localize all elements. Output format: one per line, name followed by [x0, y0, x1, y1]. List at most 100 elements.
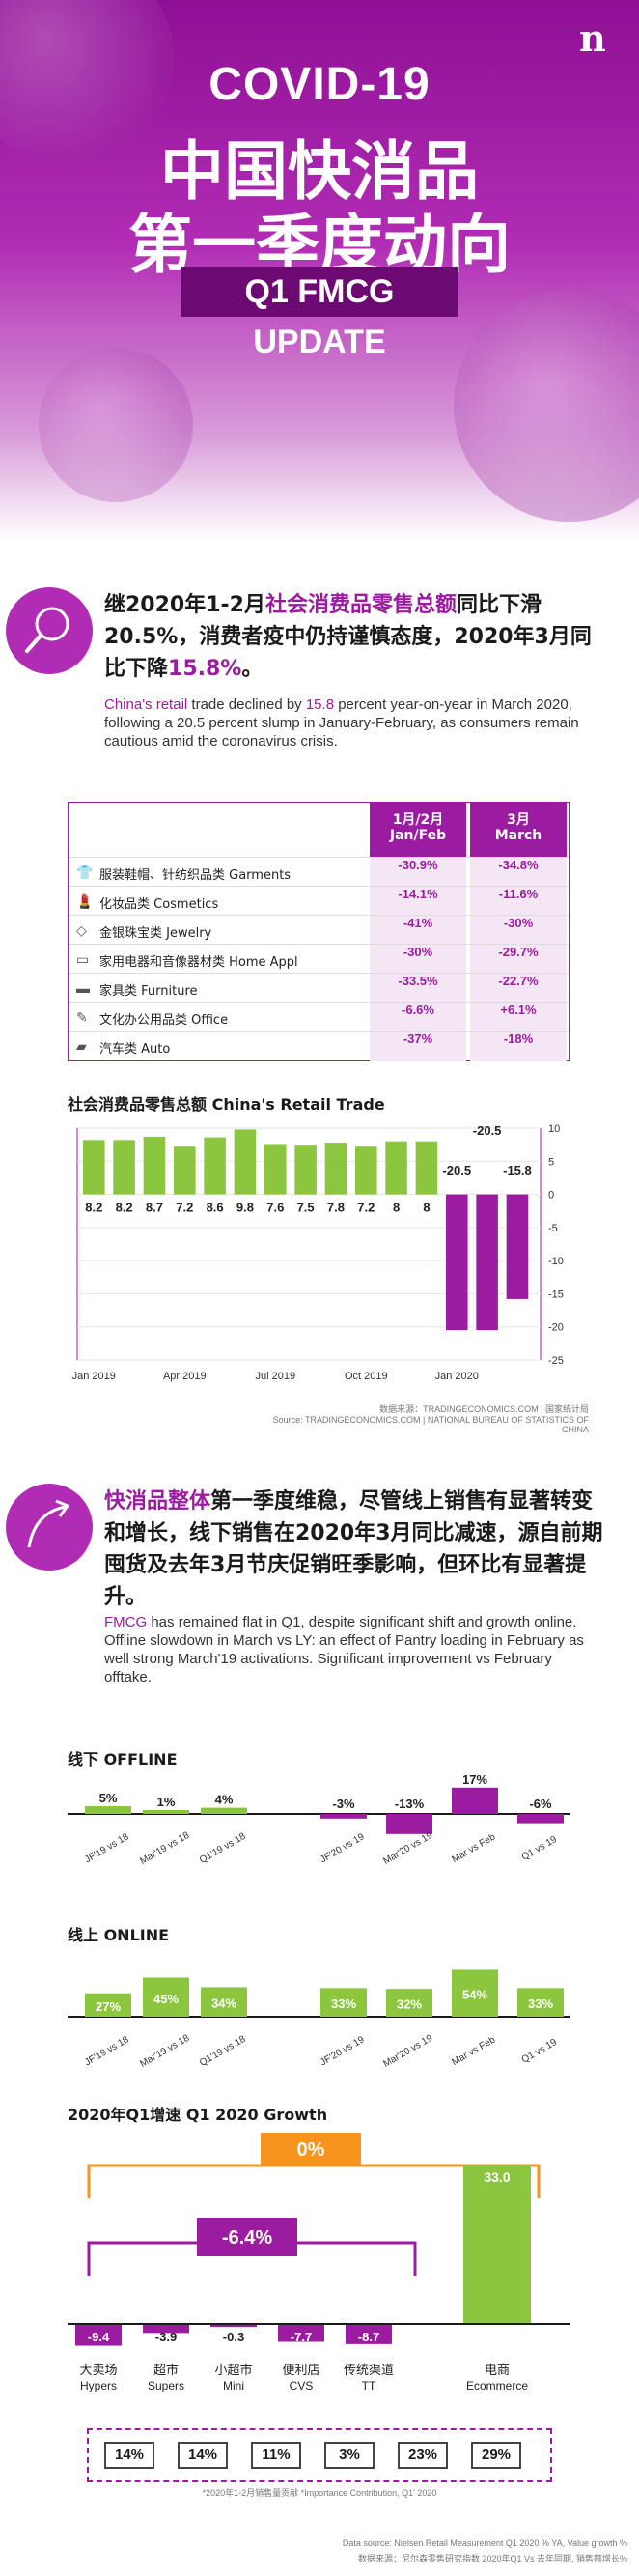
channel-data-label: 54% — [462, 1988, 487, 2002]
channel-data-label: 27% — [96, 1999, 121, 2014]
growth-category-cn: 小超市 — [214, 2363, 252, 2377]
retail-bar — [234, 1129, 257, 1195]
growth-data-label: -9.4 — [88, 2330, 110, 2344]
growth-category-cn: 传统渠道 — [344, 2363, 394, 2377]
retail-bar — [385, 1141, 407, 1195]
retail-data-label: 8.2 — [116, 1201, 133, 1215]
growth-bar — [75, 2324, 122, 2346]
channel-category-label: Mar'19 vs 18 — [138, 1830, 191, 1867]
channel-bar — [517, 1988, 564, 2017]
retail-bar — [143, 1136, 166, 1195]
shirt-icon: 👕 — [76, 864, 94, 880]
pencil-icon: ✎ — [76, 1009, 88, 1025]
retail-bar — [446, 1194, 468, 1331]
fmcg-headline: 快消品整体第一季度维稳，尽管线上销售有显著转变和增长，线下销售在2020年3月同… — [104, 1489, 603, 1609]
channel-data-label: 17% — [462, 1775, 487, 1787]
total-bracket — [87, 2164, 541, 2198]
table-row: 💄 化妆品类 Cosmetics -14.1% -11.6% — [69, 886, 569, 916]
growth-title: 2020年Q1增速 Q1 2020 Growth — [68, 2106, 328, 2124]
channel-bar — [386, 1814, 432, 1834]
row-march-value: -11.6% — [470, 887, 567, 916]
hero-title-en: COVID-19 — [208, 59, 431, 110]
channel-data-label: 32% — [397, 1997, 422, 2012]
retail-bar — [83, 1140, 105, 1195]
growth-category-en: Ecommerce — [466, 2379, 528, 2392]
retail-data-label: -20.5 — [442, 1163, 471, 1177]
channel-data-label: -13% — [395, 1797, 425, 1811]
channel-data-label: 5% — [99, 1791, 118, 1805]
y-tick-label: -25 — [548, 1355, 564, 1367]
channel-data-label: 33% — [331, 1996, 356, 2011]
col-march: 3月 March — [470, 803, 567, 857]
channel-category-label: Q1 vs 19 — [520, 1834, 560, 1863]
channel-bar — [201, 1807, 247, 1814]
growth-bar — [143, 2324, 189, 2334]
offline-growth-badge — [197, 2218, 297, 2256]
growth-category-cn: 便利店 — [282, 2363, 320, 2377]
retail-data-label: 7.2 — [176, 1201, 193, 1215]
y-tick-label: -5 — [548, 1223, 558, 1234]
row-label: 汽车类 Auto — [99, 1042, 171, 1057]
channel-category-label: Q1 vs 19 — [520, 2037, 560, 2066]
channel-category-label: JF'20 vs 19 — [319, 1831, 367, 1865]
table-header: 1月/2月 Jan/Feb 3月 March — [69, 803, 569, 857]
offline-title: 线下 OFFLINE — [68, 1750, 178, 1769]
channel-bar — [320, 1988, 367, 2017]
retail-bar — [415, 1141, 438, 1195]
retail-data-label: 8 — [393, 1201, 400, 1215]
diamond-icon: ◇ — [76, 922, 87, 938]
growth-bar — [463, 2165, 531, 2324]
channel-data-label: 4% — [215, 1793, 234, 1807]
total-growth-label: 0% — [297, 2139, 325, 2161]
x-tick-label: Jan 2019 — [72, 1371, 116, 1382]
channel-category-label: Q1'19 vs 18 — [198, 2034, 248, 2069]
retail-chart-source: 数据来源：TRADINGECONOMICS.COM | 国家统计局 Source… — [272, 1404, 589, 1434]
growth-data-label: -8.7 — [358, 2330, 379, 2344]
channel-data-label: 45% — [153, 1992, 179, 2006]
channel-bar — [201, 1987, 247, 2017]
contribution-value: 11% — [251, 2442, 301, 2469]
channel-data-label: 1% — [157, 1795, 176, 1809]
retail-data-label: 8.7 — [146, 1201, 163, 1215]
growth-bar — [278, 2324, 324, 2342]
contribution-value: 29% — [471, 2442, 521, 2469]
channel-category-label: Mar'20 vs 19 — [381, 1830, 434, 1867]
retail-data-label: 9.8 — [236, 1201, 254, 1215]
row-march-value: -22.7% — [470, 974, 567, 1003]
online-title: 线上 ONLINE — [68, 1926, 170, 1944]
y-tick-label: -15 — [548, 1288, 564, 1300]
row-march-value: -34.8% — [470, 858, 567, 887]
growth-category-en: TT — [362, 2379, 376, 2392]
retail-bar — [324, 1143, 347, 1195]
retail-bar — [113, 1140, 135, 1195]
channel-data-label: -3% — [332, 1797, 355, 1811]
growth-data-label: -7.7 — [291, 2330, 312, 2344]
x-tick-label: Jan 2020 — [435, 1371, 479, 1382]
row-march-value: -29.7% — [470, 945, 567, 974]
col-jan-feb: 1月/2月 Jan/Feb — [370, 803, 466, 857]
table-row: ▬ 家具类 Furniture -33.5% -22.7% — [69, 973, 569, 1003]
channel-category-label: Mar'19 vs 18 — [138, 2033, 191, 2070]
retail-chart: 10 5 0 -5 -10 -15 -20 -25 8.2 8.2 8.7 7.2 8.6 9.8 7.6 7… — [72, 1123, 564, 1382]
contribution-value: 3% — [324, 2442, 375, 2469]
retail-data-label: 8 — [423, 1201, 430, 1215]
trend-arrow-icon — [6, 1484, 93, 1571]
row-jan-feb-value: -41% — [370, 916, 466, 945]
category-table: 1月/2月 Jan/Feb 3月 March 👕 服装鞋帽、针纺织品类 Garme… — [68, 802, 570, 1061]
row-march-value: -18% — [470, 1032, 567, 1061]
hero-title-cn-1: 中国快消品 — [160, 134, 479, 209]
retail-data-label: 8.2 — [85, 1201, 102, 1215]
growth-category-en: Supers — [148, 2379, 184, 2392]
retail-bar — [264, 1144, 287, 1195]
retail-bar — [174, 1146, 196, 1195]
table-row: ✎ 文化办公用品类 Office -6.6% +6.1% — [69, 1002, 569, 1032]
retail-data-label: 7.6 — [266, 1201, 284, 1215]
hero-badge: Q1 FMCG UPDATE — [181, 267, 458, 360]
row-march-value: +6.1% — [470, 1003, 567, 1032]
row-label: 家具类 Furniture — [99, 984, 198, 999]
growth-category-cn: 超市 — [153, 2363, 179, 2377]
growth-category-cn: 大卖场 — [79, 2363, 117, 2377]
retail-bar — [294, 1145, 317, 1195]
y-tick-label: 0 — [548, 1190, 554, 1202]
x-tick-label: Jul 2019 — [255, 1371, 295, 1382]
